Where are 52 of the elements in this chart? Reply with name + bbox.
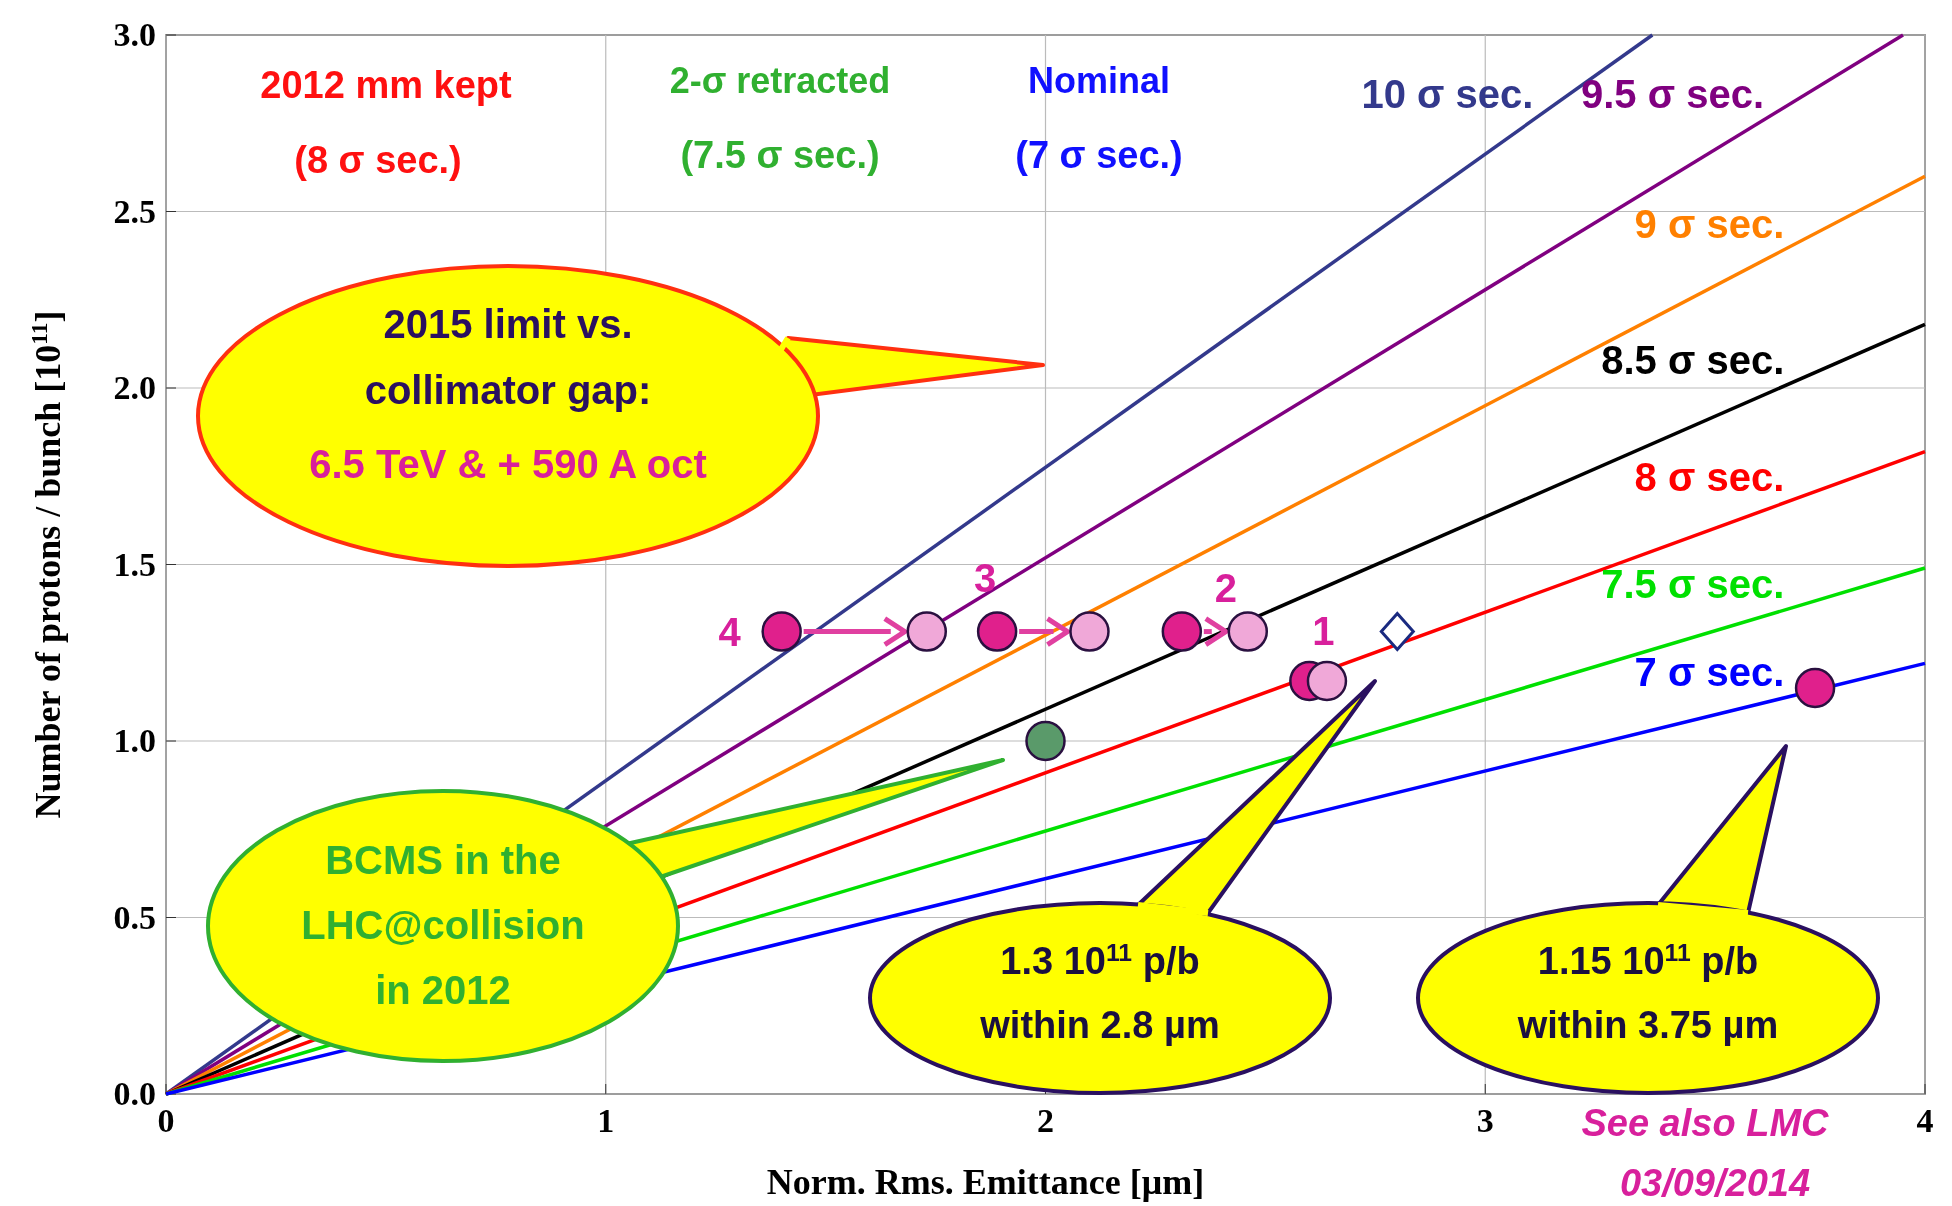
annotation: 1.15 10$^{11}$ p/b: [1537, 938, 1759, 982]
annotation: collimator gap:: [364, 368, 652, 412]
annotation: within 2.8 µm: [979, 1004, 1220, 1046]
annotation: BCMS in the: [325, 838, 561, 882]
annotation: (7 σ sec.): [1015, 134, 1183, 176]
x-tick-label: 4: [1916, 1102, 1934, 1139]
x-tick-label: 2: [1037, 1102, 1054, 1139]
y-tick-label: 1.0: [113, 722, 156, 759]
y-tick-label: 0.5: [113, 898, 156, 936]
annotation: 2-σ retracted: [669, 60, 891, 101]
text: See also LMC: [1581, 1102, 1830, 1144]
annotation: 2: [1214, 565, 1237, 610]
annotation: Nominal: [1027, 60, 1171, 101]
point: [906, 611, 948, 652]
series-label: 7 σ sec.: [1634, 649, 1785, 694]
point: [1794, 667, 1836, 709]
series-label: 10 σ sec.: [1361, 71, 1534, 116]
series-label: 9.5 σ sec.: [1581, 71, 1765, 116]
x-tick-label: 0: [157, 1102, 175, 1139]
point: [761, 611, 802, 652]
y-tick-label: 2.0: [113, 369, 156, 406]
annotation: within 3.75 µm: [1516, 1004, 1779, 1046]
point: [1379, 612, 1415, 652]
series-label: 9 σ sec.: [1634, 201, 1785, 246]
y-tick-label: 0.0: [113, 1075, 156, 1112]
annotation: 2012 mm kept: [260, 64, 513, 106]
x-axis-title: Norm. Rms. Emittance [μm]: [766, 1162, 1205, 1202]
y-tick-label: 3.0: [113, 16, 156, 53]
annotation: (7.5 σ sec.): [680, 134, 880, 176]
annotation: 1: [1312, 608, 1335, 653]
annotation: in 2012: [375, 968, 511, 1012]
point: [1227, 611, 1269, 652]
text: 03/09/2014: [1619, 1162, 1811, 1204]
annotation: 6.5 TeV & + 590 A oct: [309, 442, 707, 486]
series-label: 8.5 σ sec.: [1601, 338, 1785, 383]
point: [1069, 611, 1110, 652]
x-tick-label: 1: [597, 1102, 615, 1139]
series-label: 8 σ sec.: [1634, 454, 1785, 499]
y-tick-label: 1.5: [113, 545, 156, 583]
x-tick-label: 3: [1476, 1102, 1494, 1139]
point: [1025, 720, 1066, 762]
series-label: 7.5 σ sec.: [1601, 562, 1785, 607]
annotation: 1.3 10$^{11}$ p/b: [1000, 938, 1200, 982]
point: [1306, 660, 1348, 702]
point: [976, 611, 1018, 652]
annotation: LHC@collision: [301, 903, 585, 947]
annotation: 2015 limit vs.: [383, 302, 633, 346]
y-tick-label: 2.5: [113, 192, 156, 230]
annotation: 3: [974, 555, 997, 600]
point: [1161, 611, 1203, 652]
annotation: 4: [718, 609, 742, 654]
annotation: (8 σ sec.): [294, 139, 462, 181]
